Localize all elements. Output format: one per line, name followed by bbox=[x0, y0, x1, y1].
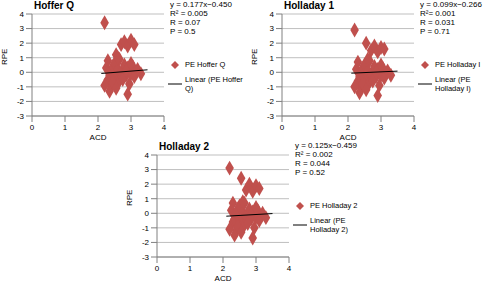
svg-text:3: 3 bbox=[20, 24, 25, 33]
html-text:Linear (PE Holladay I): Linear (PE Holladay I) bbox=[435, 75, 471, 93]
svg-text:3: 3 bbox=[129, 123, 134, 132]
svg-text:4: 4 bbox=[162, 123, 167, 132]
svg-text:2: 2 bbox=[20, 39, 25, 48]
html-text:R = 0.044: R = 0.044 bbox=[295, 159, 330, 168]
html-text:R²= 0.001: R²= 0.001 bbox=[420, 9, 456, 18]
svg-text:ACD: ACD bbox=[90, 133, 107, 140]
svg-text:ACD: ACD bbox=[215, 274, 232, 281]
html-text:Holladay 2: Holladay 2 bbox=[159, 141, 209, 152]
svg-text:-1: -1 bbox=[142, 224, 150, 233]
svg-text:RPE: RPE bbox=[8, 49, 9, 65]
svg-text:3: 3 bbox=[270, 24, 275, 33]
svg-text:0: 0 bbox=[20, 68, 25, 77]
html-text:P = 0.5: P = 0.5 bbox=[170, 27, 196, 36]
svg-text:1: 1 bbox=[188, 264, 193, 273]
svg-text:-2: -2 bbox=[17, 97, 25, 106]
svg-text:4: 4 bbox=[287, 264, 292, 273]
html-text:R = 0.031: R = 0.031 bbox=[420, 18, 455, 27]
svg-text:0: 0 bbox=[145, 209, 150, 218]
html-text:Holladay 1: Holladay 1 bbox=[284, 0, 334, 11]
svg-text:3: 3 bbox=[254, 264, 259, 273]
html-text:PE Hoffer Q: PE Hoffer Q bbox=[185, 60, 226, 69]
svg-text:RPE: RPE bbox=[250, 49, 259, 65]
svg-text:4: 4 bbox=[412, 123, 417, 132]
svg-text:1: 1 bbox=[270, 54, 275, 63]
svg-text:0: 0 bbox=[30, 123, 35, 132]
svg-text:0: 0 bbox=[270, 68, 275, 77]
html-text:Hoffer Q: Hoffer Q bbox=[34, 0, 74, 11]
svg-text:-2: -2 bbox=[267, 97, 275, 106]
svg-text:2: 2 bbox=[145, 180, 150, 189]
svg-text:4: 4 bbox=[145, 151, 150, 160]
html-text:y = 0.099x−0.266: y = 0.099x−0.266 bbox=[420, 0, 482, 9]
svg-text:4: 4 bbox=[270, 10, 275, 19]
svg-text:3: 3 bbox=[379, 123, 384, 132]
svg-text:1: 1 bbox=[20, 54, 25, 63]
svg-text:-2: -2 bbox=[142, 238, 150, 247]
svg-text:-1: -1 bbox=[267, 83, 275, 92]
svg-text:1: 1 bbox=[145, 195, 150, 204]
html-text:y = 0.125x−0.459: y = 0.125x−0.459 bbox=[295, 141, 357, 150]
html-text:PE Holladay 2: PE Holladay 2 bbox=[310, 201, 358, 210]
html-text:R = 0.07: R = 0.07 bbox=[170, 18, 201, 27]
svg-text:-3: -3 bbox=[267, 112, 275, 121]
svg-text:1: 1 bbox=[313, 123, 318, 132]
html-text:y = 0.177x−0.450: y = 0.177x−0.450 bbox=[170, 0, 232, 9]
html-text:P = 0.71: P = 0.71 bbox=[420, 27, 450, 36]
html-text:P = 0.52: P = 0.52 bbox=[295, 168, 325, 177]
svg-text:2: 2 bbox=[96, 123, 101, 132]
svg-text:2: 2 bbox=[346, 123, 351, 132]
svg-text:2: 2 bbox=[270, 39, 275, 48]
svg-text:ACD: ACD bbox=[340, 133, 357, 140]
svg-text:-3: -3 bbox=[17, 112, 25, 121]
html-text:Linear (PE Hoffer Q): Linear (PE Hoffer Q) bbox=[185, 75, 243, 93]
svg-text:3: 3 bbox=[145, 165, 150, 174]
svg-text:0: 0 bbox=[155, 264, 160, 273]
svg-text:-1: -1 bbox=[17, 83, 25, 92]
html-text:R² = 0.005: R² = 0.005 bbox=[170, 9, 208, 18]
svg-text:-3: -3 bbox=[142, 253, 150, 262]
svg-text:RPE: RPE bbox=[125, 190, 134, 206]
svg-text:4: 4 bbox=[20, 10, 25, 19]
html-text:PE Holladay I: PE Holladay I bbox=[435, 60, 481, 69]
html-text:R² = 0.002: R² = 0.002 bbox=[295, 150, 333, 159]
svg-text:2: 2 bbox=[221, 264, 226, 273]
html-text:Linear (PE Holladay 2): Linear (PE Holladay 2) bbox=[310, 216, 348, 234]
svg-text:0: 0 bbox=[280, 123, 285, 132]
svg-text:1: 1 bbox=[63, 123, 68, 132]
